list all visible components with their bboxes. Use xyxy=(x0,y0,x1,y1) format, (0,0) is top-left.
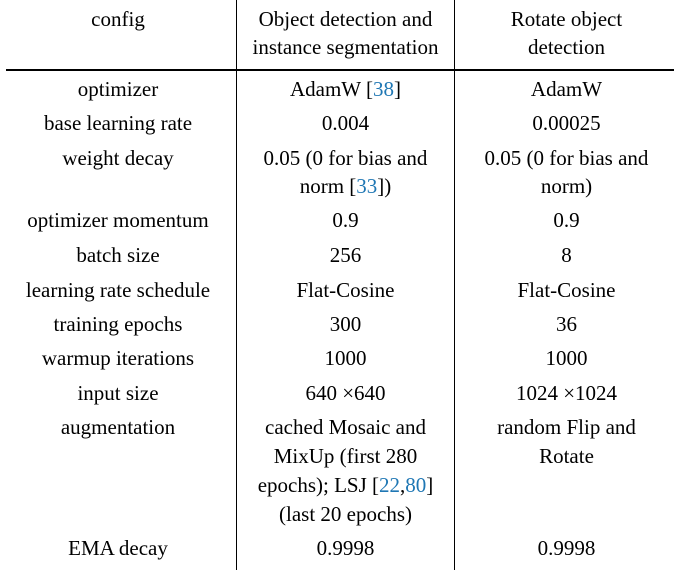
row-value-augmentation-1-line1: cached Mosaic and xyxy=(265,415,426,439)
citation-link[interactable]: 33 xyxy=(356,174,378,198)
row-value-warmup-1: 1000 xyxy=(324,346,367,370)
row-value-augmentation-1-line2: MixUp (first 280 xyxy=(273,444,418,468)
row-value-weight-decay-1-line1: 0.05 (0 for bias and xyxy=(263,146,428,170)
weight-decay-1-end: ]) xyxy=(377,174,392,198)
row-value-input-size-2: 1024 ×1024 xyxy=(515,381,618,405)
citation-separator: , xyxy=(400,473,406,497)
row-label-weight-decay: weight decay xyxy=(62,146,174,170)
row-value-augmentation-1-line4: (last 20 epochs) xyxy=(279,502,412,526)
row-value-ema-1: 0.9998 xyxy=(316,536,375,560)
row-value-optimizer-2: AdamW xyxy=(530,77,603,101)
row-value-input-size-1: 640 ×640 xyxy=(305,381,386,405)
row-value-optimizer-1: AdamW [38] xyxy=(237,75,454,104)
row-value-weight-decay-2-line2: norm) xyxy=(540,174,593,198)
row-value-lr-schedule-1: Flat-Cosine xyxy=(296,278,395,302)
row-value-epochs-1: 300 xyxy=(329,312,362,336)
row-label-momentum: optimizer momentum xyxy=(27,208,209,232)
row-value-batch-size-1: 256 xyxy=(329,243,362,267)
row-value-warmup-2: 1000 xyxy=(545,346,588,370)
header-col1-line2: instance segmentation xyxy=(252,35,439,59)
row-label-batch-size: batch size xyxy=(76,243,160,267)
citation-link[interactable]: 22 xyxy=(379,473,401,497)
augmentation-1-end: ] xyxy=(426,473,434,497)
column-divider-2 xyxy=(454,0,455,570)
row-label-warmup: warmup iterations xyxy=(41,346,195,370)
row-value-augmentation-2-line2: Rotate xyxy=(539,444,594,468)
row-label-lr-schedule: learning rate schedule xyxy=(25,278,211,302)
row-value-momentum-1: 0.9 xyxy=(332,208,359,232)
citation-link[interactable]: 80 xyxy=(405,473,427,497)
row-value-ema-2: 0.9998 xyxy=(537,536,596,560)
header-config: config xyxy=(91,7,145,31)
header-col2-line1: Rotate object xyxy=(510,7,623,31)
column-divider-1 xyxy=(236,0,237,570)
row-value-augmentation-2-line1: random Flip and xyxy=(497,415,636,439)
row-value-base-lr-1: 0.004 xyxy=(321,111,370,135)
header-col2-line2: detection xyxy=(528,35,605,59)
augmentation-1-text: epochs); LSJ [ xyxy=(257,473,380,497)
row-label-input-size: input size xyxy=(77,381,159,405)
header-rule xyxy=(6,69,674,71)
citation-link[interactable]: 38 xyxy=(373,77,394,101)
optimizer-1-end: ] xyxy=(394,77,401,101)
weight-decay-1-text: norm [ xyxy=(299,174,357,198)
row-label-ema: EMA decay xyxy=(68,536,168,560)
row-value-momentum-2: 0.9 xyxy=(553,208,580,232)
row-value-weight-decay-1-line2: norm [33]) xyxy=(237,172,454,201)
row-label-optimizer: optimizer xyxy=(77,77,159,101)
row-value-augmentation-1-line3: epochs); LSJ [22,80] xyxy=(237,471,454,500)
row-value-weight-decay-2-line1: 0.05 (0 for bias and xyxy=(484,146,649,170)
row-value-epochs-2: 36 xyxy=(556,312,577,336)
row-value-lr-schedule-2: Flat-Cosine xyxy=(517,278,616,302)
row-value-batch-size-2: 8 xyxy=(561,243,572,267)
header-col1-line1: Object detection and xyxy=(258,7,433,31)
row-label-epochs: training epochs xyxy=(53,312,183,336)
row-value-base-lr-2: 0.00025 xyxy=(532,111,601,135)
optimizer-1-text: AdamW [ xyxy=(289,77,373,101)
row-label-base-lr: base learning rate xyxy=(43,111,193,135)
row-label-augmentation: augmentation xyxy=(60,415,176,439)
